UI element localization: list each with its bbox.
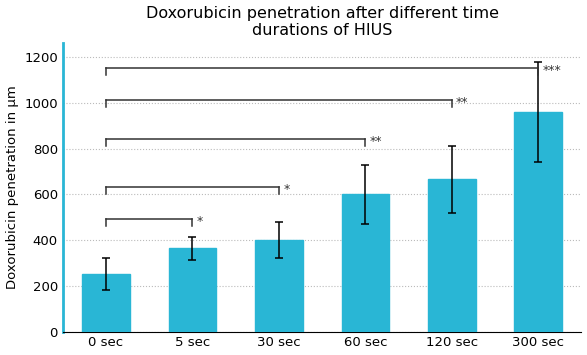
- Text: **: **: [370, 135, 382, 148]
- Title: Doxorubicin penetration after different time
durations of HIUS: Doxorubicin penetration after different …: [146, 6, 498, 38]
- Text: *: *: [197, 215, 203, 228]
- Y-axis label: Doxorubicin penetration in μm: Doxorubicin penetration in μm: [5, 86, 19, 289]
- Bar: [168, 248, 216, 332]
- Bar: [428, 179, 475, 332]
- Bar: [342, 194, 389, 332]
- Bar: [514, 112, 562, 332]
- Bar: [82, 274, 130, 332]
- Text: ***: ***: [542, 64, 561, 77]
- Text: *: *: [283, 183, 289, 196]
- Text: **: **: [456, 96, 468, 109]
- Bar: [255, 240, 303, 332]
